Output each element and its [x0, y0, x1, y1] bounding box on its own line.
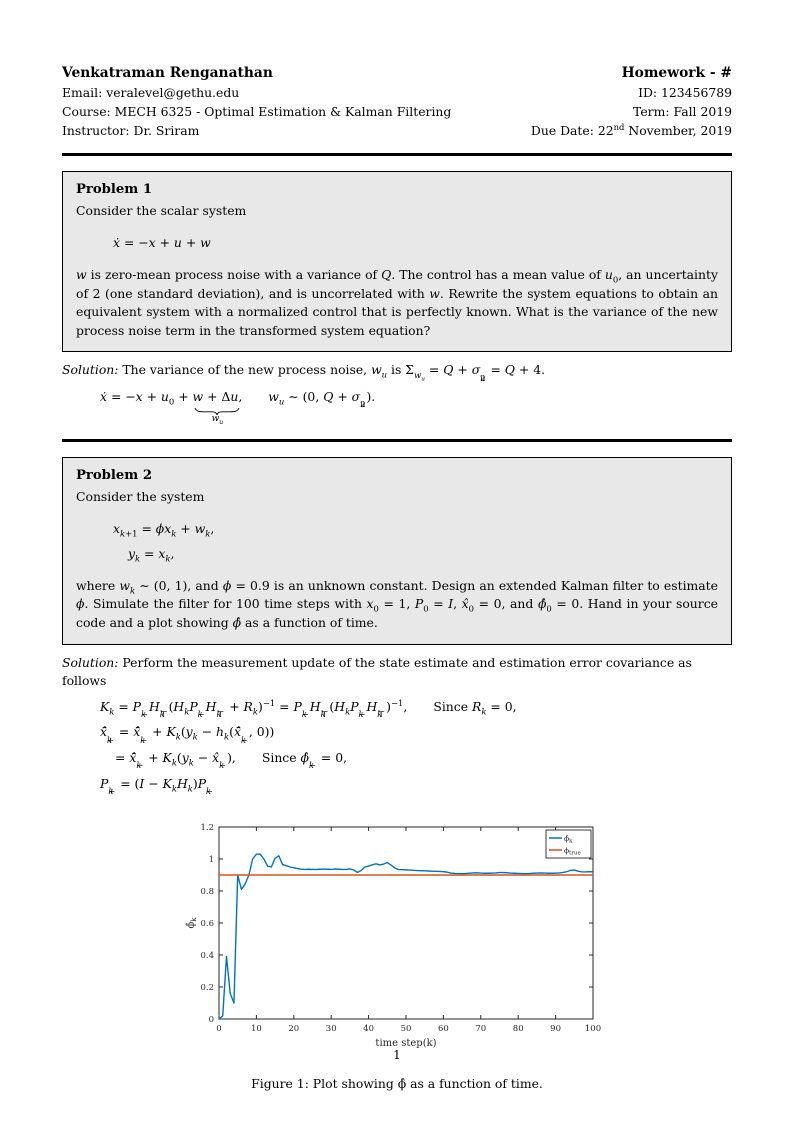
problem-1-title: Problem 1: [76, 182, 153, 197]
svg-text:20: 20: [288, 1024, 299, 1034]
equation-line: = x̄̂ − k + Kk(yk − x̂ − k), Since ϕ̂ − k = 0,: [115, 749, 348, 771]
page-number: 1: [393, 1048, 401, 1062]
page-content: Venkatraman Renganathan Email: veralevel…: [62, 64, 732, 1094]
svg-text:ϕ̂k: ϕ̂k: [564, 834, 573, 845]
svg-text:1.2: 1.2: [200, 823, 214, 833]
svg-text:30: 30: [326, 1024, 337, 1034]
author-email: Email: veralevel@gethu.edu: [62, 85, 240, 100]
figure-1: 0 10 20 30 40 50 60 70 80 90 100 0 0.2 0.4 0.6 0.8 1 1.2 t…: [62, 817, 732, 1057]
section-rule: [62, 438, 732, 443]
solution-2: Solution: Perform the measurement update…: [62, 654, 732, 796]
svg-text:0.8: 0.8: [200, 887, 214, 897]
svg-text:0: 0: [209, 1015, 214, 1025]
problem-1-equation: ẋ = −x + u + w: [113, 235, 211, 251]
equation-line: x̄̂ + k = x̄̂ − k + Kk(yk − hk(x̄̂ − k, 0)): [100, 724, 275, 745]
instructor-line: Instructor: Dr. Sriram: [62, 123, 200, 138]
student-id: ID: 123456789: [638, 85, 732, 100]
svg-text:40: 40: [363, 1024, 374, 1034]
svg-text:0.4: 0.4: [200, 951, 214, 961]
svg-text:ϕ̂k: ϕ̂k: [186, 917, 198, 929]
problem-2-intro: Consider the system: [76, 488, 205, 504]
equation-line: P + k = (I − KkHk)P − k: [100, 775, 213, 796]
author-name: Venkatraman Renganathan: [62, 65, 273, 81]
problem-2-equation-1: xk+1 = ϕxk + wk,: [113, 521, 215, 539]
problem-2-equation-2: yk = xk,: [128, 546, 175, 564]
header: Venkatraman Renganathan Email: veralevel…: [62, 64, 732, 140]
solution-label: Solution:: [62, 654, 119, 670]
course-line: Course: MECH 6325 - Optimal Estimation &…: [62, 104, 452, 119]
equation-left: ẋ = −x + u0 +: [100, 389, 193, 407]
header-right: Homework - # ID: 123456789 Term: Fall 20…: [531, 64, 732, 140]
problem-1-intro: Consider the scalar system: [76, 202, 247, 218]
due-date-line: Due Date: 22nd November, 2019: [530, 121, 732, 138]
svg-text:10: 10: [251, 1024, 262, 1034]
figure-caption: Figure 1: Plot showing ϕ̂ as a function …: [251, 1076, 543, 1092]
header-left: Venkatraman Renganathan Email: veralevel…: [62, 64, 451, 140]
term-line: Term: Fall 2019: [633, 104, 732, 119]
svg-text:90: 90: [550, 1024, 561, 1034]
solution-1-text: Solution: The variance of the new proces…: [62, 361, 732, 383]
problem-2-body: where wk ∼ (0, 1), and ϕ = 0.9 is an unk…: [76, 577, 718, 630]
svg-text:70: 70: [475, 1024, 486, 1034]
solution-1-statement: The variance of the new process noise, w…: [122, 362, 546, 383]
svg-text:0: 0: [216, 1024, 221, 1034]
svg-text:1: 1: [209, 855, 214, 865]
problem-2-box: Problem 2 Consider the system xk+1 = ϕxk…: [62, 457, 732, 645]
svg-text:100: 100: [585, 1024, 601, 1034]
problem-2-title: Problem 2: [76, 468, 153, 484]
svg-text:ϕtrue: ϕtrue: [564, 846, 581, 857]
underbrace-label: wu: [211, 413, 224, 426]
problem-1-box: Problem 1 Consider the scalar system ẋ =…: [62, 171, 732, 353]
svg-text:80: 80: [513, 1024, 524, 1034]
solution-label: Solution:: [62, 362, 119, 378]
solution-1-equation: ẋ = −x + u0 + w + Δu, wu wu ∼ (0, Q + σ 2 u)…: [100, 388, 732, 425]
solution-2-statement: Perform the measurement update of the st…: [62, 654, 692, 689]
svg-text:50: 50: [401, 1024, 412, 1034]
solution-2-text: Solution: Perform the measurement update…: [62, 654, 732, 691]
equation-line: Kk = P − k H ⊤ k (HkP − k H ⊤ k + Rk)−1 = P − k H ⊤ k (Hk…: [100, 697, 517, 719]
underbrace-icon: [194, 407, 240, 415]
underbrace-top: w + Δu,: [192, 389, 243, 405]
svg-text:0.6: 0.6: [200, 919, 214, 929]
solution-2-equations: Kk = P − k H ⊤ k (HkP − k H ⊤ k + Rk)−1 = P − k H ⊤ k (Hk…: [100, 697, 732, 796]
solution-1: Solution: The variance of the new proces…: [62, 361, 732, 425]
problem-1-body: w is zero-mean process noise with a vari…: [76, 267, 718, 338]
svg-text:0.2: 0.2: [200, 983, 214, 993]
header-rule: [62, 153, 732, 156]
phi-plot: 0 10 20 30 40 50 60 70 80 90 100 0 0.2 0.4 0.6 0.8 1 1.2 t…: [186, 823, 601, 1049]
underbrace-group: w + Δu, wu: [193, 388, 243, 425]
svg-text:time step(k): time step(k): [375, 1038, 436, 1049]
equation-right: wu ∼ (0, Q + σ 2 u).: [268, 389, 376, 410]
homework-title: Homework - #: [621, 65, 732, 81]
svg-text:60: 60: [438, 1024, 449, 1034]
